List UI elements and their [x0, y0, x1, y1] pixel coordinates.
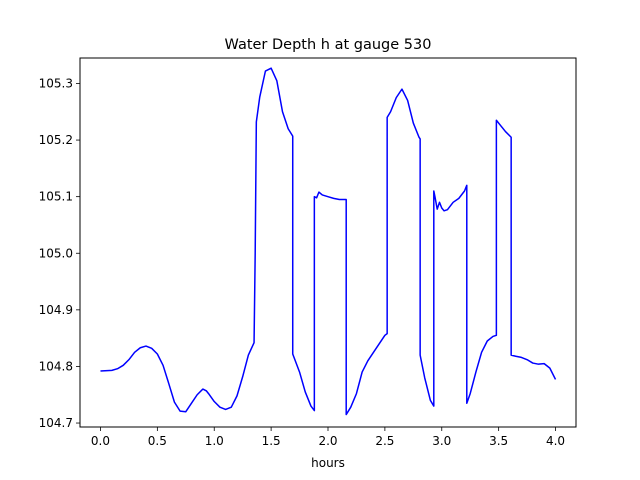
y-tick-label: 104.7	[39, 416, 73, 430]
x-axis-label: hours	[311, 456, 345, 470]
y-tick-label: 105.1	[39, 190, 73, 204]
series-line-0	[100, 67, 557, 416]
x-tick-label: 3.5	[489, 434, 508, 448]
y-tick-label: 104.8	[39, 359, 73, 373]
x-axis: 0.0 0.5 1.0 1.5 2.0 2.5 3.0 3.5 4.0	[91, 427, 565, 448]
chart-title: Water Depth h at gauge 530	[225, 37, 432, 53]
x-tick-label: 4.0	[546, 434, 565, 448]
x-tick-label: 2.0	[318, 434, 337, 448]
x-tick-label: 3.0	[432, 434, 451, 448]
x-tick-label: 0.5	[148, 434, 167, 448]
y-tick-label: 105.2	[39, 133, 73, 147]
series-layer	[100, 67, 557, 416]
x-tick-label: 1.5	[262, 434, 281, 448]
x-tick-label: 1.0	[205, 434, 224, 448]
y-tick-label: 105.3	[39, 76, 73, 90]
y-tick-label: 105.0	[39, 246, 73, 260]
x-tick-label: 2.5	[375, 434, 394, 448]
x-tick-label: 0.0	[91, 434, 110, 448]
y-axis: 104.7 104.8 104.9 105.0 105.1 105.2 105.3	[39, 76, 80, 430]
y-tick-label: 104.9	[39, 303, 73, 317]
